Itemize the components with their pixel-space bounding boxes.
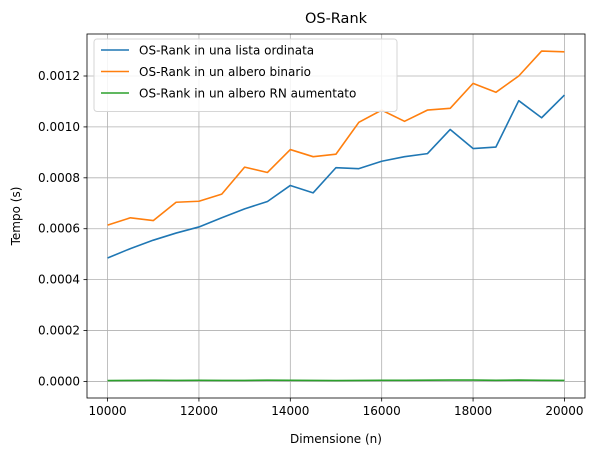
x-tick-label: 12000	[180, 404, 218, 418]
y-tick-label: 0.0012	[38, 69, 80, 83]
y-axis-label: Tempo (s)	[9, 187, 23, 247]
legend-box	[93, 38, 398, 112]
x-tick-label: 14000	[271, 404, 309, 418]
series-line-2	[107, 50, 565, 226]
y-tick-label: 0.0008	[38, 171, 80, 185]
x-tick-label: 16000	[363, 404, 401, 418]
y-tick-label: 0.0006	[38, 222, 80, 236]
series-lines	[107, 50, 566, 382]
legend-label: OS-Rank in un albero binario	[139, 65, 311, 79]
series-line-1	[107, 94, 566, 259]
y-tick-label: 0.0010	[38, 120, 80, 134]
x-tick-label: 20000	[545, 404, 583, 418]
y-tick-label: 0.0000	[38, 374, 80, 388]
legend-label: OS-Rank in un albero RN aumentato	[139, 87, 356, 101]
plot-frame	[86, 33, 586, 399]
axis-ticks: 10000 12000 14000 16000 18000 20000 0.0000 0.00…	[38, 69, 584, 418]
x-tick-label: 10000	[88, 404, 126, 418]
y-tick-label: 0.0004	[38, 273, 80, 287]
series-line-3	[107, 379, 565, 382]
legend-label: OS-Rank in una lista ordinata	[139, 44, 314, 58]
chart-title: OS-Rank	[305, 11, 368, 27]
y-tick-label: 0.0002	[38, 324, 80, 338]
x-axis-label: Dimensione (n)	[290, 432, 382, 446]
legend: OS-Rank in una lista ordinata OS-Rank in …	[93, 38, 398, 112]
x-tick-label: 18000	[454, 404, 492, 418]
